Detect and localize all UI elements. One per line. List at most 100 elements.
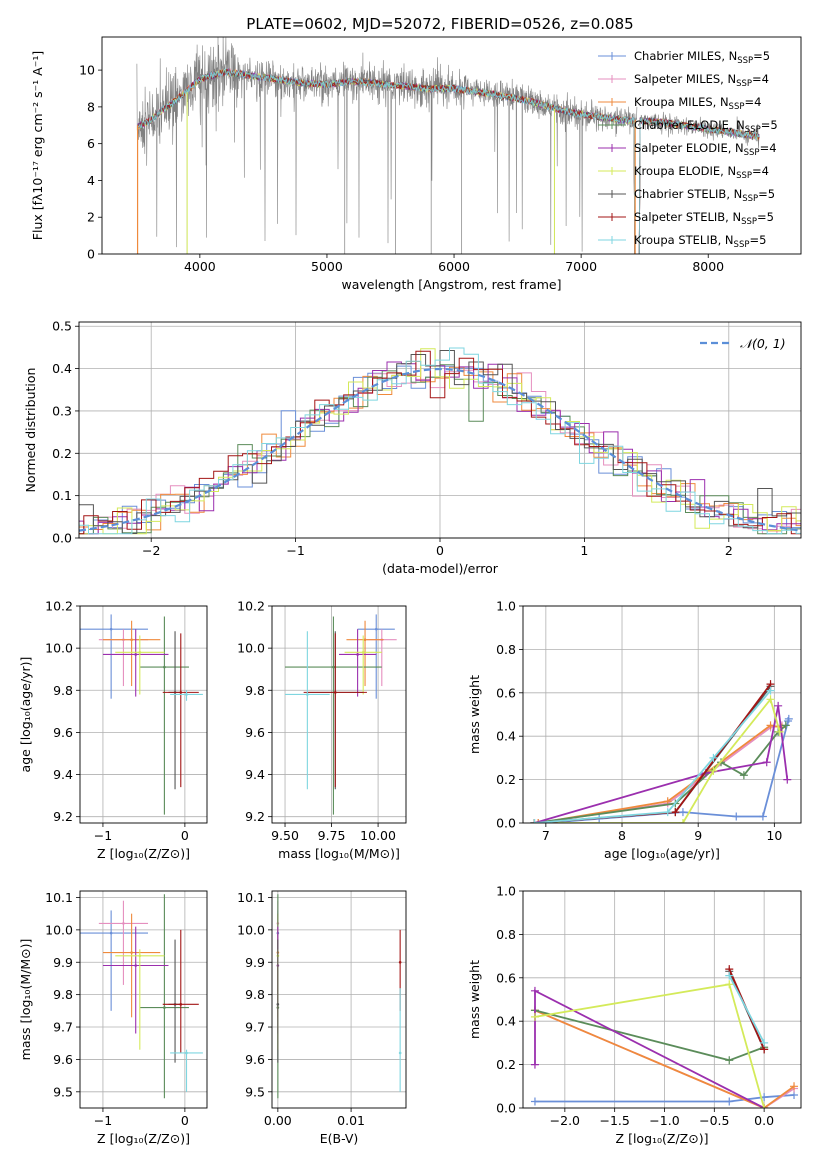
age_vs_Z-points [80, 614, 203, 815]
weight-marker-salpeter_stelib [671, 808, 680, 817]
point-kroupa_stelib [185, 693, 188, 696]
point-chabrier_elodie [163, 665, 166, 669]
residuals-ytick-label: 0.0 [52, 531, 72, 546]
observed-spectrum [136, 37, 638, 252]
spectrum-xtick-label: 5000 [311, 259, 343, 274]
spectrum-axes: 4000 5000 6000 7000 8000 0 2 4 6 8 10 wavelength [A… [30, 51, 724, 292]
residuals-xtick-label: −2 [142, 543, 160, 558]
residuals-xlabel: (data-model)/error [382, 561, 499, 576]
legend-label-name: Kroupa ELODIE, N [634, 164, 736, 178]
legend-label-tail: =5 [761, 118, 778, 132]
age_vs_mass-ytick-label: 9.6 [245, 725, 265, 740]
weight-marker-chabrier_miles [678, 808, 687, 817]
spectrum-ytick-label: 10 [79, 63, 95, 78]
spectrum-ytick-label: 0 [87, 247, 95, 262]
weight-marker-chabrier_elodie [781, 721, 790, 730]
point-salpeter_stelib [333, 691, 337, 694]
weight_vs_age-ytick-label: 0.8 [496, 642, 516, 657]
weight-line-kroupa_stelib [534, 690, 772, 823]
point-salpeter_elodie [134, 653, 138, 656]
point-kroupa_miles [363, 638, 367, 642]
mass_vs_Z-ytick-label: 10.0 [45, 922, 73, 937]
point-salpeter_stelib [179, 691, 183, 694]
weight_vs_Z-lines [530, 965, 799, 1108]
legend-label-name: Salpeter MILES, N [634, 72, 736, 86]
mass_vs_Z-points [80, 894, 203, 1099]
age_vs_Z-xlabel: Z [log₁₀(Z/Z⊙)] [97, 846, 190, 861]
legend-label-name: Chabrier ELODIE, N [634, 118, 745, 132]
residuals-ytick-label: 0.3 [52, 403, 72, 418]
spectrum-ytick-label: 4 [87, 173, 95, 188]
mass_vs_Z-ytick-label: 9.5 [53, 1084, 73, 1099]
point-chabrier_elodie [332, 665, 335, 669]
weight_vs_age-xtick-label: 7 [542, 828, 550, 843]
mass_vs_Z-ytick-label: 9.7 [53, 1020, 73, 1035]
point-chabrier_stelib [276, 1003, 280, 1006]
age_vs_Z-xtick-label: −1 [94, 828, 112, 843]
point-kroupa_miles [130, 638, 133, 642]
point-kroupa_elodie [361, 651, 365, 654]
residuals-xtick-label: 2 [725, 543, 733, 558]
legend-label-sub: SSP [734, 240, 750, 250]
mass_vs_Z-xtick-label: −1 [94, 1113, 112, 1128]
mass_vs_ebv-ytick-label: 9.9 [245, 955, 265, 970]
mass_vs_ebv-ytick-label: 9.7 [245, 1020, 265, 1035]
age_vs_mass-xtick-label: 10.00 [360, 828, 396, 843]
weight-marker-kroupa_miles [534, 819, 543, 823]
mass_vs_ebv-axes: 0.00 0.01 9.5 9.6 9.7 9.8 9.9 10.0 10.1 E(B-V) [237, 890, 406, 1146]
weight-marker-kroupa_elodie [766, 695, 775, 704]
weight-line-salpeter_elodie [534, 989, 765, 1108]
weight-marker-kroupa_miles [766, 721, 775, 730]
weight_vs_Z-axes: −2.0 −1.5 −1.0 −0.5 0.0 0.0 0.2 0.4 0.6 0.8 1.0 Z [… [467, 884, 801, 1146]
weight-line-chabrier_elodie [534, 724, 787, 823]
mass_vs_Z-ytick-label: 9.6 [53, 1052, 73, 1067]
spectrum-ytick-label: 6 [87, 136, 95, 151]
weight-marker-chabrier_miles [784, 714, 793, 723]
residuals-axes: −2 −1 0 1 2 0.0 0.1 0.2 0.3 0.4 0.5 (data-model)/er… [23, 319, 801, 576]
weight-marker-kroupa_stelib [663, 808, 672, 817]
point-salpeter_stelib [398, 960, 402, 964]
weight-marker-kroupa_stelib [766, 686, 775, 695]
mass_vs_ebv-xlabel: E(B-V) [320, 1131, 359, 1146]
weight_vs_age-xlabel: age [log₁₀(age/yr)] [604, 846, 720, 861]
weight-marker-kroupa_stelib [530, 819, 539, 823]
weight_vs_Z-xtick-label: −1.5 [599, 1113, 629, 1128]
legend-label: Kroupa STELIB, NSSP=5 [634, 233, 766, 250]
weight_vs_age-ytick-label: 0.4 [496, 729, 516, 744]
point-salpeter_miles [122, 922, 125, 925]
spectrum-xlabel: wavelength [Angstrom, rest frame] [341, 277, 561, 292]
weight-marker-kroupa_elodie [760, 1104, 769, 1108]
legend-label: Chabrier MILES, NSSP=5 [634, 49, 770, 66]
residual-legend: 𝒩(0, 1) [700, 336, 786, 351]
mass_vs_Z-frame [79, 890, 208, 1109]
age_vs_mass-ytick-label: 10.0 [237, 641, 265, 656]
mass_vs_ebv-points [276, 894, 402, 1099]
age_vs_Z-axes: −1 0 9.2 9.4 9.6 9.8 10.0 10.2 Z [log₁₀(Z/Z⊙)] ag… [18, 599, 207, 861]
weight-marker-salpeter_elodie [783, 775, 792, 784]
legend-label-tail: =5 [749, 233, 766, 247]
point-salpeter_stelib [179, 1003, 183, 1006]
weight-marker-chabrier_miles [758, 812, 767, 821]
weight-marker-kroupa_elodie [725, 980, 734, 989]
weight_vs_Z-frame [522, 890, 802, 1109]
weight-marker-kroupa_stelib [760, 1038, 769, 1047]
weight_vs_age-ytick-label: 0.6 [496, 685, 516, 700]
point-chabrier_miles [374, 627, 378, 631]
mass_vs_Z-ylabel: mass [log₁₀(M/M⊙)] [18, 939, 33, 1061]
age_vs_Z-frame [79, 605, 208, 824]
point-kroupa_stelib [306, 693, 309, 696]
weight_vs_age-ytick-label: 0.2 [496, 772, 516, 787]
legend-label: Kroupa ELODIE, NSSP=4 [634, 164, 769, 181]
residuals-ylabel: Normed distribution [23, 368, 38, 493]
legend-label-name: Chabrier MILES, N [634, 49, 737, 63]
legend-label: Salpeter ELODIE, NSSP=4 [634, 141, 777, 158]
legend-label-tail: =5 [758, 187, 775, 201]
point-kroupa_miles [130, 951, 133, 954]
residuals-ytick-label: 0.2 [52, 446, 72, 461]
weight-marker-kroupa_stelib [709, 753, 718, 762]
legend-label-sub: SSP [744, 148, 760, 158]
mass_vs_ebv-frame [271, 890, 407, 1109]
weight-line-kroupa_stelib [728, 975, 765, 1044]
spectrum-plot [136, 37, 760, 254]
